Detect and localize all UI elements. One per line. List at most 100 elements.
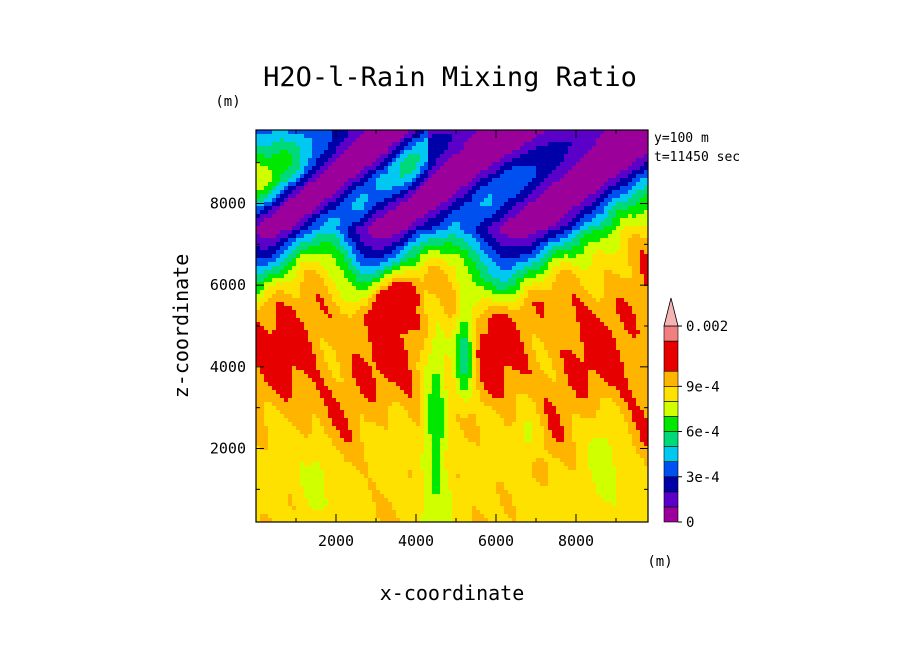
- contour-cell: [356, 254, 361, 259]
- contour-cell: [384, 242, 389, 247]
- contour-cell: [400, 266, 405, 271]
- contour-cell: [380, 210, 385, 215]
- contour-cell: [272, 298, 277, 303]
- contour-cell: [620, 250, 625, 255]
- contour-cell: [460, 182, 465, 187]
- contour-cell: [416, 162, 421, 167]
- contour-cell: [600, 230, 605, 235]
- contour-cell: [268, 190, 273, 195]
- contour-cell: [596, 138, 601, 143]
- contour-cell: [328, 130, 333, 135]
- contour-cell: [396, 266, 401, 271]
- contour-cell: [640, 278, 645, 283]
- contour-cell: [352, 166, 357, 171]
- contour-cell: [416, 250, 421, 255]
- contour-cell: [572, 194, 577, 199]
- contour-cell: [364, 274, 369, 279]
- contour-cell: [624, 226, 629, 231]
- contour-cell: [564, 146, 569, 151]
- contour-cell: [412, 190, 417, 195]
- contour-cell: [532, 322, 537, 327]
- contour-cell: [272, 214, 277, 219]
- contour-cell: [564, 298, 569, 303]
- contour-cell: [480, 322, 485, 327]
- contour-cell: [328, 222, 333, 227]
- contour-cell: [396, 274, 401, 279]
- contour-cell: [356, 294, 361, 299]
- contour-cell: [612, 254, 617, 259]
- contour-cell: [336, 210, 341, 215]
- contour-cell: [496, 250, 501, 255]
- contour-cell: [644, 170, 649, 175]
- contour-cell: [520, 246, 525, 251]
- contour-cell: [288, 290, 293, 295]
- contour-cell: [284, 146, 289, 151]
- contour-cell: [332, 326, 337, 331]
- contour-cell: [296, 290, 301, 295]
- contour-cell: [340, 278, 345, 283]
- contour-cell: [488, 186, 493, 191]
- contour-cell: [568, 274, 573, 279]
- contour-cell: [432, 274, 437, 279]
- contour-cell: [420, 282, 425, 287]
- contour-cell: [324, 142, 329, 147]
- contour-cell: [536, 250, 541, 255]
- contour-cell: [596, 218, 601, 223]
- contour-cell: [432, 254, 437, 259]
- contour-cell: [264, 154, 269, 159]
- contour-cell: [576, 294, 581, 299]
- contour-cell: [404, 238, 409, 243]
- contour-cell: [256, 262, 261, 267]
- contour-cell: [592, 238, 597, 243]
- contour-cell: [336, 290, 341, 295]
- contour-cell: [396, 150, 401, 155]
- contour-cell: [472, 210, 477, 215]
- contour-cell: [348, 314, 353, 319]
- contour-cell: [504, 186, 509, 191]
- contour-cell: [476, 310, 481, 315]
- contour-cell: [492, 270, 497, 275]
- contour-cell: [544, 154, 549, 159]
- contour-cell: [436, 242, 441, 247]
- contour-cell: [472, 170, 477, 175]
- contour-cell: [488, 198, 493, 203]
- contour-cell: [304, 182, 309, 187]
- contour-cell: [616, 254, 621, 259]
- contour-cell: [304, 234, 309, 239]
- contour-cell: [580, 242, 585, 247]
- contour-cell: [600, 306, 605, 311]
- contour-cell: [432, 326, 437, 331]
- contour-cell: [528, 234, 533, 239]
- contour-cell: [260, 182, 265, 187]
- contour-cell: [540, 274, 545, 279]
- contour-cell: [424, 210, 429, 215]
- contour-cell: [480, 274, 485, 279]
- contour-cell: [452, 230, 457, 235]
- contour-cell: [540, 146, 545, 151]
- contour-cell: [364, 178, 369, 183]
- contour-cell: [552, 174, 557, 179]
- contour-cell: [632, 150, 637, 155]
- contour-cell: [512, 318, 517, 323]
- contour-cell: [344, 282, 349, 287]
- contour-cell: [264, 290, 269, 295]
- contour-cell: [592, 170, 597, 175]
- contour-cell: [472, 306, 477, 311]
- contour-cell: [276, 130, 281, 135]
- contour-cell: [364, 166, 369, 171]
- contour-cell: [540, 198, 545, 203]
- contour-cell: [280, 182, 285, 187]
- contour-cell: [372, 218, 377, 223]
- contour-cell: [584, 302, 589, 307]
- contour-cell: [432, 222, 437, 227]
- contour-cell: [376, 322, 381, 327]
- contour-cell: [544, 258, 549, 263]
- contour-cell: [628, 190, 633, 195]
- contour-cell: [500, 306, 505, 311]
- contour-cell: [416, 258, 421, 263]
- contour-cell: [444, 182, 449, 187]
- contour-cell: [368, 190, 373, 195]
- contour-cell: [440, 286, 445, 291]
- contour-cell: [592, 198, 597, 203]
- contour-cell: [448, 322, 453, 327]
